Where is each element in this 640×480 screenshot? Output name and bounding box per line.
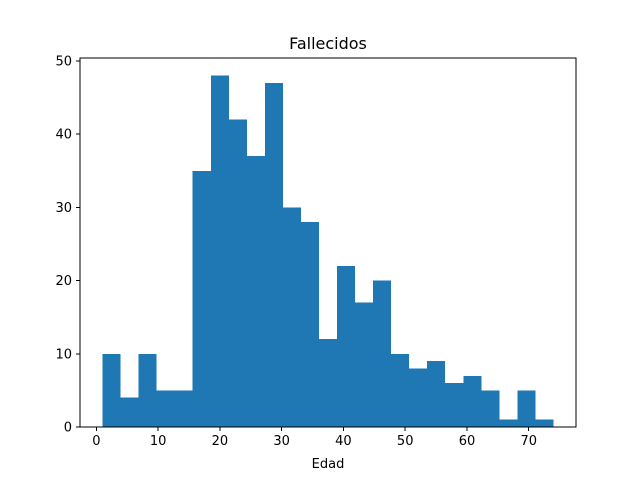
x-ticks: 0 10 20 30 40 50 60 70 — [92, 427, 537, 449]
x-tick-label: 20 — [212, 434, 229, 449]
y-tick-label: 30 — [55, 201, 72, 216]
histogram-bar-18 — [427, 361, 446, 427]
plot-frame — [79, 57, 577, 428]
histogram-bar-21 — [481, 390, 500, 427]
axes-frame — [79, 57, 577, 428]
chart-title: Fallecidos — [289, 34, 367, 53]
histogram-bar-2 — [138, 353, 157, 427]
y-tick-label: 10 — [55, 347, 72, 362]
histogram-bar-22 — [499, 419, 518, 427]
bars-group — [102, 75, 554, 428]
x-axis-label: Edad — [312, 457, 345, 472]
histogram-bar-10 — [282, 207, 301, 427]
histogram-bar-19 — [445, 383, 464, 427]
x-tick-label: 30 — [273, 434, 290, 449]
histogram-bar-3 — [156, 390, 175, 427]
histogram-bar-13 — [337, 265, 356, 427]
histogram-bar-24 — [535, 419, 554, 427]
x-tick-label: 70 — [520, 434, 537, 449]
histogram-bar-17 — [409, 368, 428, 427]
histogram-bar-15 — [373, 280, 392, 427]
x-tick-label: 50 — [397, 434, 414, 449]
histogram-bar-8 — [246, 156, 265, 427]
histogram-bar-6 — [210, 75, 229, 428]
x-tick-label: 10 — [150, 434, 167, 449]
histogram-bar-0 — [102, 353, 121, 427]
histogram-bar-14 — [355, 302, 374, 427]
y-tick-label: 40 — [55, 128, 72, 143]
histogram-bar-4 — [174, 390, 193, 427]
histogram-bar-5 — [192, 170, 211, 427]
x-tick-label: 40 — [335, 434, 352, 449]
x-tick-label: 60 — [459, 434, 476, 449]
histogram-bar-7 — [228, 119, 247, 427]
histogram-bar-16 — [391, 353, 410, 427]
y-tick-label: 50 — [55, 54, 72, 69]
x-tick-label: 0 — [92, 434, 100, 449]
histogram-bar-1 — [120, 397, 139, 427]
histogram-bar-12 — [318, 339, 338, 427]
histogram-bar-20 — [463, 375, 482, 427]
y-tick-label: 20 — [55, 274, 72, 289]
y-tick-label: 0 — [64, 421, 72, 436]
histogram-bar-9 — [264, 82, 283, 428]
histogram-bar-23 — [517, 390, 536, 427]
y-ticks: 0 10 20 30 40 50 — [55, 54, 80, 436]
histogram-bar-11 — [300, 222, 319, 427]
